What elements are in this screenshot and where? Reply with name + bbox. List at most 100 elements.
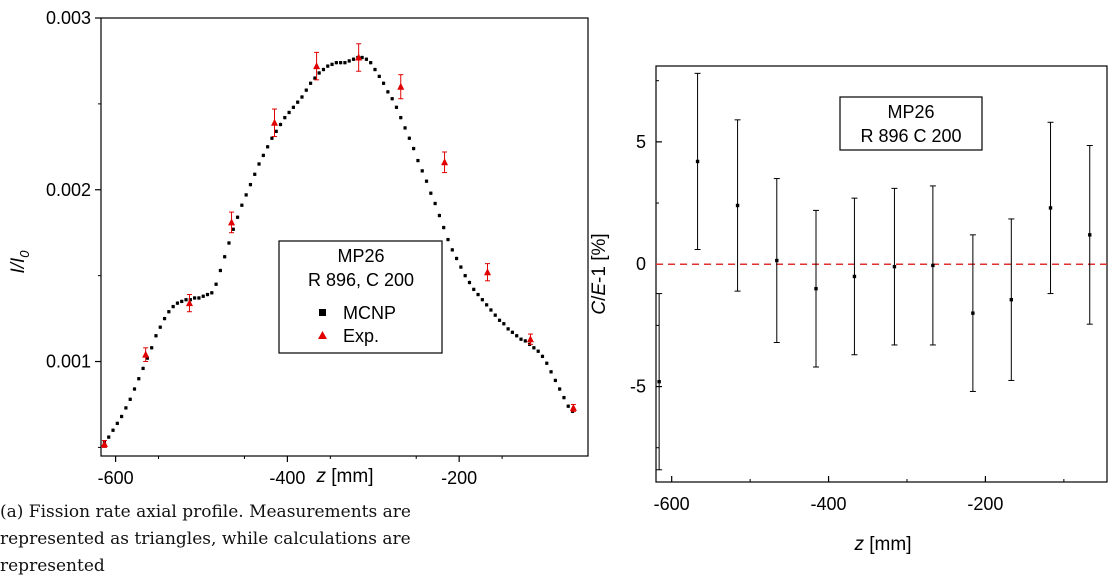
mcnp-marker bbox=[386, 90, 390, 94]
mcnp-marker bbox=[201, 294, 205, 298]
mcnp-marker bbox=[429, 191, 433, 195]
mcnp-marker bbox=[107, 435, 111, 439]
ce-point bbox=[656, 293, 663, 471]
mcnp-marker bbox=[351, 57, 356, 61]
mcnp-point bbox=[532, 346, 536, 350]
mcnp-marker bbox=[253, 172, 257, 176]
mcnp-marker bbox=[369, 61, 373, 65]
mcnp-marker bbox=[180, 299, 184, 304]
ce-marker bbox=[931, 263, 935, 268]
mcnp-point bbox=[197, 296, 201, 300]
mcnp-marker bbox=[377, 74, 381, 78]
mcnp-point bbox=[450, 248, 454, 252]
mcnp-point bbox=[476, 292, 480, 297]
mcnp-point bbox=[137, 376, 141, 381]
mcnp-marker bbox=[188, 298, 192, 302]
mcnp-marker bbox=[158, 325, 162, 329]
mcnp-point bbox=[261, 153, 265, 158]
mcnp-point bbox=[454, 256, 459, 261]
mcnp-marker bbox=[111, 428, 115, 432]
mcnp-point bbox=[442, 225, 446, 230]
x-axis-label: z [mm] bbox=[316, 466, 374, 487]
mcnp-point bbox=[326, 64, 330, 68]
mcnp-marker bbox=[274, 129, 278, 133]
mcnp-point bbox=[420, 169, 424, 173]
ce-marker bbox=[814, 286, 818, 291]
mcnp-point bbox=[515, 334, 519, 338]
mcnp-point bbox=[287, 110, 291, 115]
legend-mcnp-marker bbox=[319, 309, 326, 316]
y-axis-label-subscript: 0 bbox=[17, 250, 32, 258]
mcnp-marker bbox=[416, 158, 420, 163]
mcnp-point bbox=[558, 387, 562, 391]
mcnp-point bbox=[394, 105, 399, 110]
mcnp-point bbox=[317, 71, 321, 75]
ce-marker bbox=[1009, 297, 1014, 302]
annotation-box bbox=[839, 96, 983, 151]
mcnp-point bbox=[536, 349, 540, 353]
axes: -600 -400 -200 -5 0 5 bbox=[630, 80, 1065, 514]
mcnp-point bbox=[519, 337, 523, 341]
plot-frame bbox=[100, 17, 589, 457]
mcnp-point bbox=[330, 62, 334, 67]
mcnp-marker bbox=[467, 280, 472, 285]
mcnp-point bbox=[510, 330, 515, 335]
mcnp-point bbox=[162, 316, 167, 321]
exp-point bbox=[355, 43, 363, 72]
mcnp-marker bbox=[115, 421, 119, 425]
mcnp-point bbox=[231, 227, 235, 231]
legend: MP26 R 896, C 200 MCNP Exp. bbox=[278, 240, 443, 354]
mcnp-point bbox=[493, 313, 497, 317]
ce-point bbox=[1086, 145, 1093, 325]
ce-point bbox=[1008, 218, 1015, 381]
mcnp-marker bbox=[124, 406, 128, 410]
annotation-line-2: R 896 C 200 bbox=[860, 126, 961, 146]
figure-caption: (a) Fission rate axial profile. Measurem… bbox=[0, 502, 411, 576]
mcnp-point bbox=[193, 296, 197, 300]
mcnp-marker bbox=[270, 136, 274, 140]
ce-point bbox=[773, 178, 780, 344]
mcnp-marker bbox=[446, 237, 450, 242]
ce-ratio-chart: -600 -400 -200 -5 0 5 C/E-1 [%] z [mm] MP26 R… bbox=[589, 65, 1108, 555]
mcnp-marker bbox=[437, 213, 442, 218]
mcnp-marker bbox=[519, 337, 523, 341]
mcnp-point bbox=[360, 55, 364, 60]
mcnp-marker bbox=[558, 387, 562, 391]
mcnp-marker bbox=[566, 404, 570, 408]
mcnp-point bbox=[205, 292, 210, 297]
mcnp-point bbox=[390, 97, 394, 101]
mcnp-marker bbox=[210, 291, 214, 295]
exp-marker bbox=[397, 82, 405, 90]
mcnp-marker bbox=[184, 298, 188, 302]
mcnp-marker bbox=[454, 256, 459, 261]
mcnp-marker bbox=[326, 64, 330, 68]
ce-point bbox=[1047, 121, 1054, 295]
x-tick-label: -400 bbox=[269, 468, 305, 488]
mcnp-marker bbox=[120, 414, 124, 419]
mcnp-point bbox=[407, 136, 411, 140]
mcnp-marker bbox=[244, 193, 248, 197]
mcnp-point bbox=[373, 67, 377, 72]
mcnp-point bbox=[240, 203, 244, 207]
mcnp-point bbox=[300, 95, 304, 99]
mcnp-marker bbox=[227, 241, 231, 245]
legend-box bbox=[278, 240, 443, 354]
mcnp-point bbox=[214, 282, 218, 286]
mcnp-marker bbox=[132, 387, 137, 391]
mcnp-marker bbox=[313, 76, 317, 80]
mcnp-marker bbox=[536, 349, 540, 353]
data-layer bbox=[656, 72, 1107, 471]
mcnp-marker bbox=[347, 59, 351, 63]
x-axis-label: z [mm] bbox=[854, 534, 912, 555]
mcnp-marker bbox=[154, 334, 158, 338]
mcnp-point bbox=[313, 76, 317, 80]
mcnp-point bbox=[339, 60, 343, 65]
mcnp-marker bbox=[167, 310, 171, 314]
mcnp-point bbox=[502, 322, 506, 326]
mcnp-point bbox=[334, 60, 338, 65]
ce-point bbox=[813, 209, 820, 368]
exp-point bbox=[397, 74, 405, 100]
mcnp-point bbox=[154, 334, 158, 338]
mcnp-point bbox=[381, 81, 386, 85]
